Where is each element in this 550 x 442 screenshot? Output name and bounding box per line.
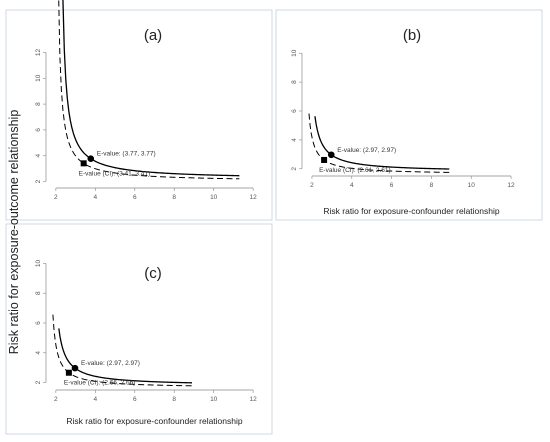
panel-b-y-tick-label: 8 <box>291 80 298 84</box>
panel-a-x-tick-label: 8 <box>172 194 176 201</box>
panel-c-x-tick-label: 8 <box>172 396 176 403</box>
panel-a-x-tick-label: 4 <box>94 194 98 201</box>
panel-b-evalue-label: E-value: (2.97, 2.97) <box>337 147 396 154</box>
panel-c-evalue-curve <box>58 328 192 384</box>
panel-a-evalue-ci-point <box>80 160 87 167</box>
panel-b-evalue-ci-label: E-value (CI): (2.61, 2.61) <box>319 167 391 174</box>
panel-a-evalue-ci-label: E-value (CI): (3.41, 3.41) <box>79 170 151 177</box>
panel-c-x-tick-label: 10 <box>210 396 218 403</box>
panel-b-evalue-curve <box>314 116 450 170</box>
panel-c-evalue-ci-curve <box>52 314 192 387</box>
panel-a-x-tick-label: 6 <box>133 194 137 201</box>
panel-c-x-tick-label: 4 <box>94 396 98 403</box>
panel-a-y-tick-label: 6 <box>35 128 42 132</box>
panel-b-x-axis-title: Risk ratio for exposure-confounder relat… <box>323 206 500 216</box>
panel-a-y-tick-label: 10 <box>35 74 42 82</box>
panel-b-x-tick-label: 8 <box>430 182 434 189</box>
panel-c-evalue-ci-point <box>65 369 72 376</box>
panel-a-label: (a) <box>144 27 162 44</box>
panel-b-x-tick-label: 10 <box>468 182 476 189</box>
panel-b-y-tick-label: 4 <box>291 138 298 142</box>
panel-b-x-tick-label: 6 <box>390 182 394 189</box>
panel-c-y-tick-label: 10 <box>35 259 42 267</box>
panel-c: (c) 2 4 6 8 10 12 2 4 6 8 10 Risk ratio for exposure… <box>35 259 257 426</box>
panel-b-evalue-ci-curve <box>308 113 450 173</box>
panel-a-evalue-ci-curve <box>58 0 240 180</box>
panel-b-y-tick-label: 10 <box>291 49 298 57</box>
panels: (a) 2 4 6 8 10 12 2 4 6 8 10 12 E-value: (3.77, 3.77)… <box>35 0 515 426</box>
panel-c-y-tick-label: 8 <box>35 291 42 295</box>
panel-a-evalue-label: E-value: (3.77, 3.77) <box>97 151 156 158</box>
panel-c-border <box>5 223 273 435</box>
panel-c-evalue-point <box>71 364 79 372</box>
panel-a-y-tick-label: 2 <box>35 179 42 183</box>
panel-a-y-tick-label: 4 <box>35 154 42 158</box>
panel-a-border <box>5 9 273 221</box>
panel-a-x-tick-label: 12 <box>250 194 258 201</box>
panel-c-x-axis-title: Risk ratio for exposure-confounder relat… <box>66 416 243 426</box>
panel-b-label: (b) <box>403 27 421 44</box>
y-axis-title: Risk ratio for exposure-outcome relation… <box>7 110 21 355</box>
panel-c-y-tick-label: 2 <box>35 380 42 384</box>
panel-a: (a) 2 4 6 8 10 12 2 4 6 8 10 12 E-value: (3.77, 3.77)… <box>35 0 257 201</box>
panel-b-border <box>275 9 543 221</box>
panel-c-x-tick-label: 2 <box>54 396 58 403</box>
panel-b-evalue-point <box>327 151 335 159</box>
panel-a-y-tick-label: 12 <box>35 48 42 56</box>
panel-b-evalue-ci-point <box>321 156 328 163</box>
panel-b-y-tick-label: 6 <box>291 109 298 113</box>
panel-b-x-tick-label: 12 <box>507 182 515 189</box>
panel-c-evalue-ci-label: E-value (CI): (2.66, 2.66) <box>64 380 136 387</box>
panel-c-x-tick-label: 12 <box>250 396 258 403</box>
panel-b: (b) 2 4 6 8 10 12 2 4 6 8 10 Risk ratio for exposure… <box>291 27 515 216</box>
panel-c-y-tick-label: 6 <box>35 321 42 325</box>
panel-c-x-tick-label: 6 <box>133 396 137 403</box>
panel-c-label: (c) <box>144 265 162 282</box>
panel-c-y-tick-label: 4 <box>35 351 42 355</box>
panel-a-x-tick-label: 10 <box>210 194 218 201</box>
panel-c-evalue-label: E-value: (2.97, 2.97) <box>81 360 140 367</box>
panel-b-y-tick-label: 2 <box>291 167 298 171</box>
panel-b-x-tick-label: 2 <box>310 182 314 189</box>
panel-b-x-tick-label: 4 <box>350 182 354 189</box>
panel-a-evalue-point <box>87 155 95 162</box>
panel-a-x-tick-label: 2 <box>54 194 58 201</box>
panel-a-y-tick-label: 8 <box>35 102 42 106</box>
